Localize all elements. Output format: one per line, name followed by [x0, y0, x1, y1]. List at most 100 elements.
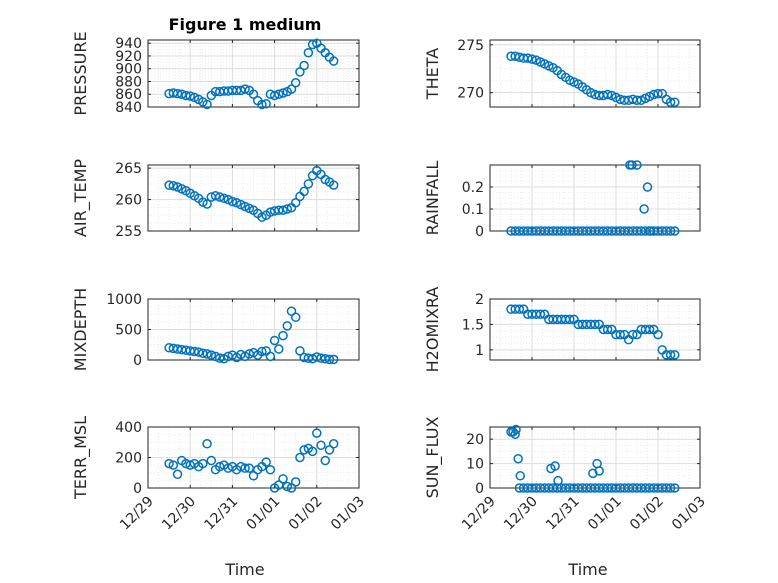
figure-title: Figure 1 medium	[169, 15, 322, 34]
data-point	[172, 88, 183, 99]
axes-box	[489, 39, 701, 108]
x-axis-label-left: Time	[224, 560, 264, 579]
panel-terr-msl: 0 200 400 12/29 12/30 12/31 01/01 01/02 01/03 TER…	[71, 416, 368, 533]
data-point	[523, 53, 533, 63]
x-tick-label: 12/31	[543, 494, 583, 534]
data-point	[627, 160, 637, 170]
data-point	[307, 170, 318, 181]
panel-sun-flux: 0 10 20 12/29 12/30 12/31 01/01 01/02 01/03 SUN_F…	[423, 417, 709, 534]
y-tick-label: 2	[475, 292, 484, 308]
data-point	[198, 348, 208, 359]
data-point	[219, 193, 229, 204]
data-point	[513, 453, 523, 464]
panel-h2omixra: 1 1.5 2 H2OMIXRA	[423, 287, 701, 373]
axes-box	[147, 39, 360, 108]
data-point	[632, 160, 642, 170]
y-tick-label: 10	[466, 457, 484, 473]
data-point	[265, 207, 276, 217]
data-point	[602, 89, 613, 100]
y-tick-label: 0	[475, 481, 484, 497]
data-point	[181, 90, 191, 101]
y-tick-label: 20	[466, 432, 484, 448]
x-tick-label: 01/01	[585, 494, 625, 534]
data-point	[328, 56, 339, 66]
y-tick-label: 0.1	[462, 202, 484, 218]
y-tick-label: 900	[115, 62, 142, 78]
data-point	[670, 350, 680, 360]
data-point	[514, 304, 525, 314]
data-point	[670, 97, 680, 107]
data-point	[653, 329, 663, 340]
data-point	[206, 455, 217, 466]
data-point	[328, 180, 339, 190]
x-tick-label: 12/31	[201, 494, 241, 534]
y-tick-label: 880	[115, 74, 142, 90]
data-point	[278, 474, 288, 484]
data-point	[202, 199, 212, 209]
data-point	[307, 39, 318, 50]
y-tick-label: 1000	[106, 292, 142, 308]
y-tick-label: 920	[115, 49, 142, 65]
data-point	[282, 204, 293, 214]
data-point	[642, 182, 653, 192]
data-point	[240, 463, 250, 473]
data-point	[550, 461, 560, 471]
x-tick-label: 12/30	[159, 494, 199, 534]
data-point	[328, 439, 339, 449]
data-point	[282, 481, 293, 492]
data-point	[164, 180, 174, 190]
data-point	[202, 439, 212, 449]
data-point	[328, 354, 339, 365]
y-tick-label: 270	[457, 86, 484, 102]
data-point	[248, 89, 259, 99]
data-point	[274, 344, 284, 354]
data-point	[511, 424, 521, 435]
y-tick-label: 940	[115, 36, 142, 52]
data-point	[307, 446, 318, 457]
panel-mixdepth: 0 500 1000 MIXDEPTH	[71, 288, 360, 371]
panel-rainfall: 0 0.1 0.2 RAINFALL	[423, 160, 701, 240]
x-tick-label: 01/01	[244, 494, 284, 534]
x-tick-label: 01/02	[627, 494, 667, 534]
data-point	[278, 205, 288, 216]
y-axis-label: SUN_FLUX	[423, 417, 443, 499]
y-axis-label: PRESSURE	[71, 31, 90, 115]
data-point	[615, 329, 625, 340]
x-tick-label: 01/03	[669, 494, 709, 534]
data-point	[303, 179, 314, 189]
data-point	[240, 84, 250, 94]
y-tick-label: 275	[457, 38, 484, 54]
panel-air-temp: 255 260 265 AIR_TEMP	[71, 159, 360, 240]
data-point	[210, 191, 221, 201]
y-axis-label: H2OMIXRA	[423, 287, 442, 373]
data-point	[303, 48, 314, 58]
data-point	[628, 329, 638, 340]
data-point	[227, 196, 238, 207]
data-point	[565, 314, 575, 325]
data-point	[193, 347, 204, 357]
data-point	[286, 84, 297, 94]
y-tick-label: 0.2	[462, 180, 484, 196]
data-point	[295, 67, 305, 77]
axes-box	[147, 164, 360, 232]
data-point	[290, 197, 301, 208]
data-point	[632, 95, 642, 106]
data-point	[274, 89, 284, 99]
x-tick-label: 12/30	[501, 494, 541, 534]
data-point	[299, 60, 309, 71]
y-tick-label: 265	[115, 161, 142, 177]
x-axis-label-right: Time	[567, 560, 607, 579]
data-point	[265, 464, 276, 475]
y-axis-label: THETA	[423, 48, 442, 100]
data-point	[535, 309, 546, 319]
x-tick-label: 12/29	[459, 494, 499, 534]
data-point	[320, 455, 330, 466]
panel-theta: 270 275 THETA	[423, 38, 701, 108]
y-tick-label: 200	[115, 451, 142, 467]
data-point	[653, 88, 663, 99]
x-tick-label: 01/03	[328, 494, 368, 534]
y-axis-label: TERR_MSL	[71, 416, 91, 500]
y-axis-label: RAINFALL	[423, 161, 442, 236]
data-point	[257, 346, 267, 357]
data-point	[510, 429, 520, 440]
